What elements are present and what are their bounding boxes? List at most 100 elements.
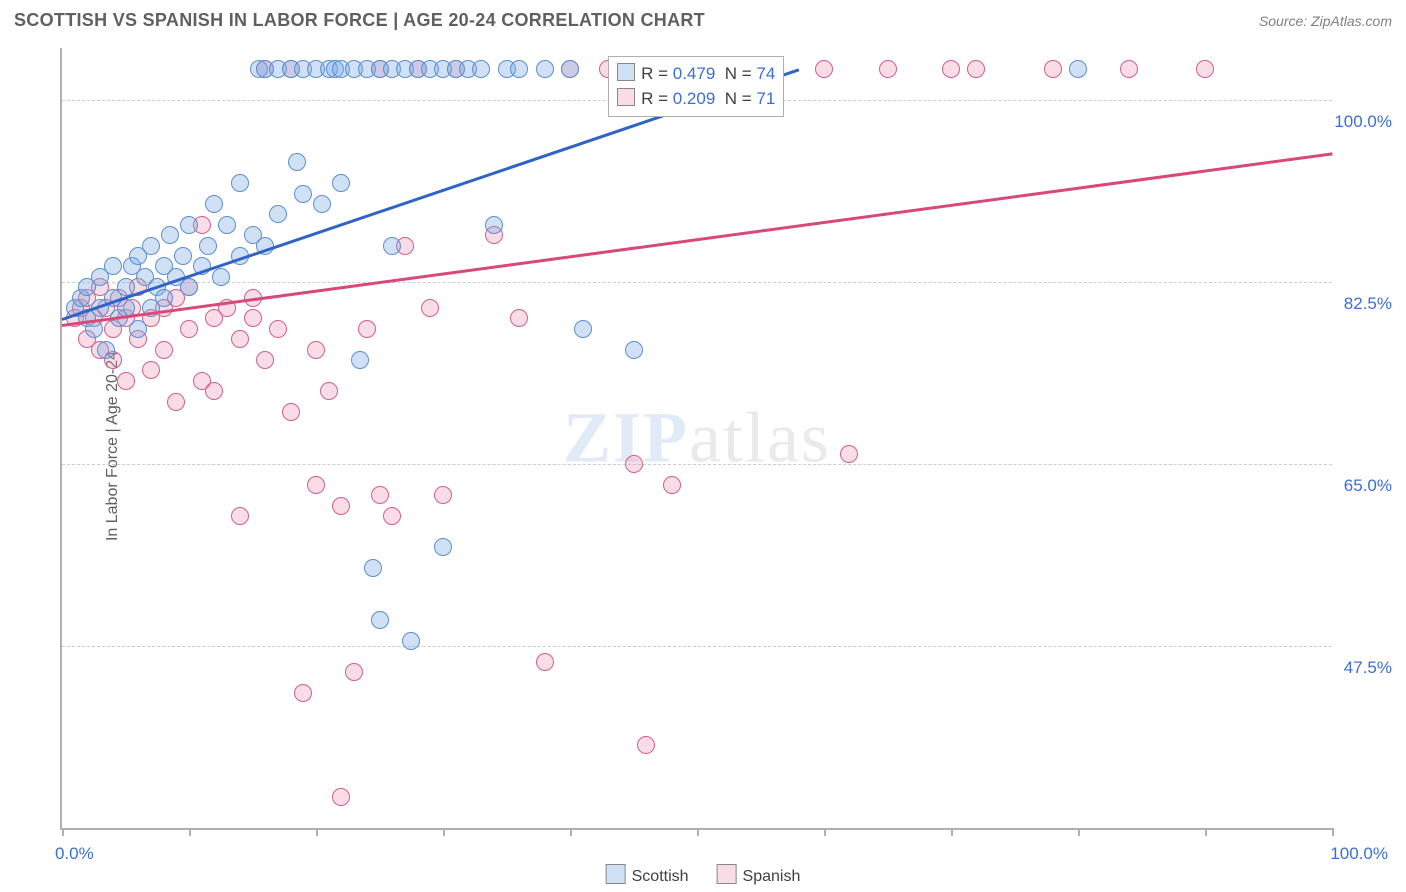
scatter-point xyxy=(282,403,300,421)
legend-swatch-spanish xyxy=(717,864,737,884)
scatter-point xyxy=(199,237,217,255)
scatter-point xyxy=(434,538,452,556)
scatter-point xyxy=(625,341,643,359)
scatter-point xyxy=(879,60,897,78)
gridline xyxy=(62,646,1332,647)
y-tick-label: 47.5% xyxy=(1344,658,1392,678)
scatter-point xyxy=(155,341,173,359)
scatter-point xyxy=(142,361,160,379)
scatter-point xyxy=(332,174,350,192)
scatter-point xyxy=(364,559,382,577)
scatter-point xyxy=(402,632,420,650)
chart-header: SCOTTISH VS SPANISH IN LABOR FORCE | AGE… xyxy=(0,0,1406,39)
scatter-point xyxy=(574,320,592,338)
y-tick-label: 82.5% xyxy=(1344,294,1392,314)
scatter-point xyxy=(269,320,287,338)
scatter-point xyxy=(345,663,363,681)
scatter-point xyxy=(967,60,985,78)
scatter-point xyxy=(536,653,554,671)
scatter-point xyxy=(142,237,160,255)
scatter-point xyxy=(256,351,274,369)
scatter-point xyxy=(294,684,312,702)
scatter-point xyxy=(205,382,223,400)
scatter-point xyxy=(231,174,249,192)
scatter-point xyxy=(1120,60,1138,78)
scatter-point xyxy=(244,309,262,327)
gridline xyxy=(62,464,1332,465)
scatter-point xyxy=(129,320,147,338)
scatter-point xyxy=(288,153,306,171)
legend-spanish: Spanish xyxy=(717,864,801,886)
scatter-point xyxy=(1044,60,1062,78)
watermark: ZIPatlas xyxy=(563,397,831,480)
scatter-point xyxy=(371,486,389,504)
stats-box: R = 0.479 N = 74R = 0.209 N = 71 xyxy=(608,56,784,117)
scatter-point xyxy=(231,507,249,525)
x-tick xyxy=(1078,828,1080,836)
legend-swatch-scottish xyxy=(606,864,626,884)
scatter-point xyxy=(180,320,198,338)
scatter-point xyxy=(371,611,389,629)
scatter-point xyxy=(167,393,185,411)
scatter-point xyxy=(155,289,173,307)
scatter-point xyxy=(332,788,350,806)
scatter-point xyxy=(510,309,528,327)
gridline xyxy=(62,282,1332,283)
scatter-point xyxy=(472,60,490,78)
scatter-point xyxy=(840,445,858,463)
y-tick-label: 100.0% xyxy=(1334,112,1392,132)
scatter-point xyxy=(383,507,401,525)
x-tick-label-left: 0.0% xyxy=(55,844,94,864)
x-tick xyxy=(824,828,826,836)
scatter-point xyxy=(180,278,198,296)
scatter-point xyxy=(383,237,401,255)
scatter-point xyxy=(332,497,350,515)
scatter-point xyxy=(1196,60,1214,78)
scatter-point xyxy=(294,185,312,203)
scatter-point xyxy=(212,268,230,286)
scatter-point xyxy=(313,195,331,213)
legend-bottom: Scottish Spanish xyxy=(606,864,801,886)
legend-label-spanish: Spanish xyxy=(743,868,801,885)
scatter-point xyxy=(625,455,643,473)
x-tick xyxy=(316,828,318,836)
scatter-point xyxy=(117,372,135,390)
legend-scottish: Scottish xyxy=(606,864,689,886)
scatter-point xyxy=(663,476,681,494)
chart-title: SCOTTISH VS SPANISH IN LABOR FORCE | AGE… xyxy=(14,10,705,31)
scatter-point xyxy=(180,216,198,234)
x-tick xyxy=(1205,828,1207,836)
scatter-point xyxy=(218,216,236,234)
x-tick xyxy=(189,828,191,836)
scatter-point xyxy=(174,247,192,265)
scatter-point xyxy=(561,60,579,78)
scatter-point xyxy=(358,320,376,338)
scatter-point xyxy=(307,476,325,494)
scatter-point xyxy=(536,60,554,78)
x-tick xyxy=(62,828,64,836)
scatter-point xyxy=(205,195,223,213)
scatter-point xyxy=(351,351,369,369)
x-tick xyxy=(570,828,572,836)
scatter-point xyxy=(1069,60,1087,78)
scatter-point xyxy=(104,257,122,275)
scatter-point xyxy=(510,60,528,78)
scatter-point xyxy=(269,205,287,223)
x-tick xyxy=(443,828,445,836)
x-tick-label-right: 100.0% xyxy=(1330,844,1388,864)
x-tick xyxy=(697,828,699,836)
scatter-point xyxy=(231,330,249,348)
scatter-point xyxy=(485,216,503,234)
scatter-point xyxy=(421,299,439,317)
plot-area: ZIPatlas R = 0.479 N = 74R = 0.209 N = 7… xyxy=(60,48,1332,830)
scatter-point xyxy=(637,736,655,754)
y-tick-label: 65.0% xyxy=(1344,476,1392,496)
scatter-point xyxy=(434,486,452,504)
scatter-point xyxy=(320,382,338,400)
x-tick xyxy=(951,828,953,836)
scatter-point xyxy=(942,60,960,78)
watermark-atlas: atlas xyxy=(689,398,831,478)
scatter-point xyxy=(161,226,179,244)
scatter-point xyxy=(97,341,115,359)
x-tick xyxy=(1332,828,1334,836)
